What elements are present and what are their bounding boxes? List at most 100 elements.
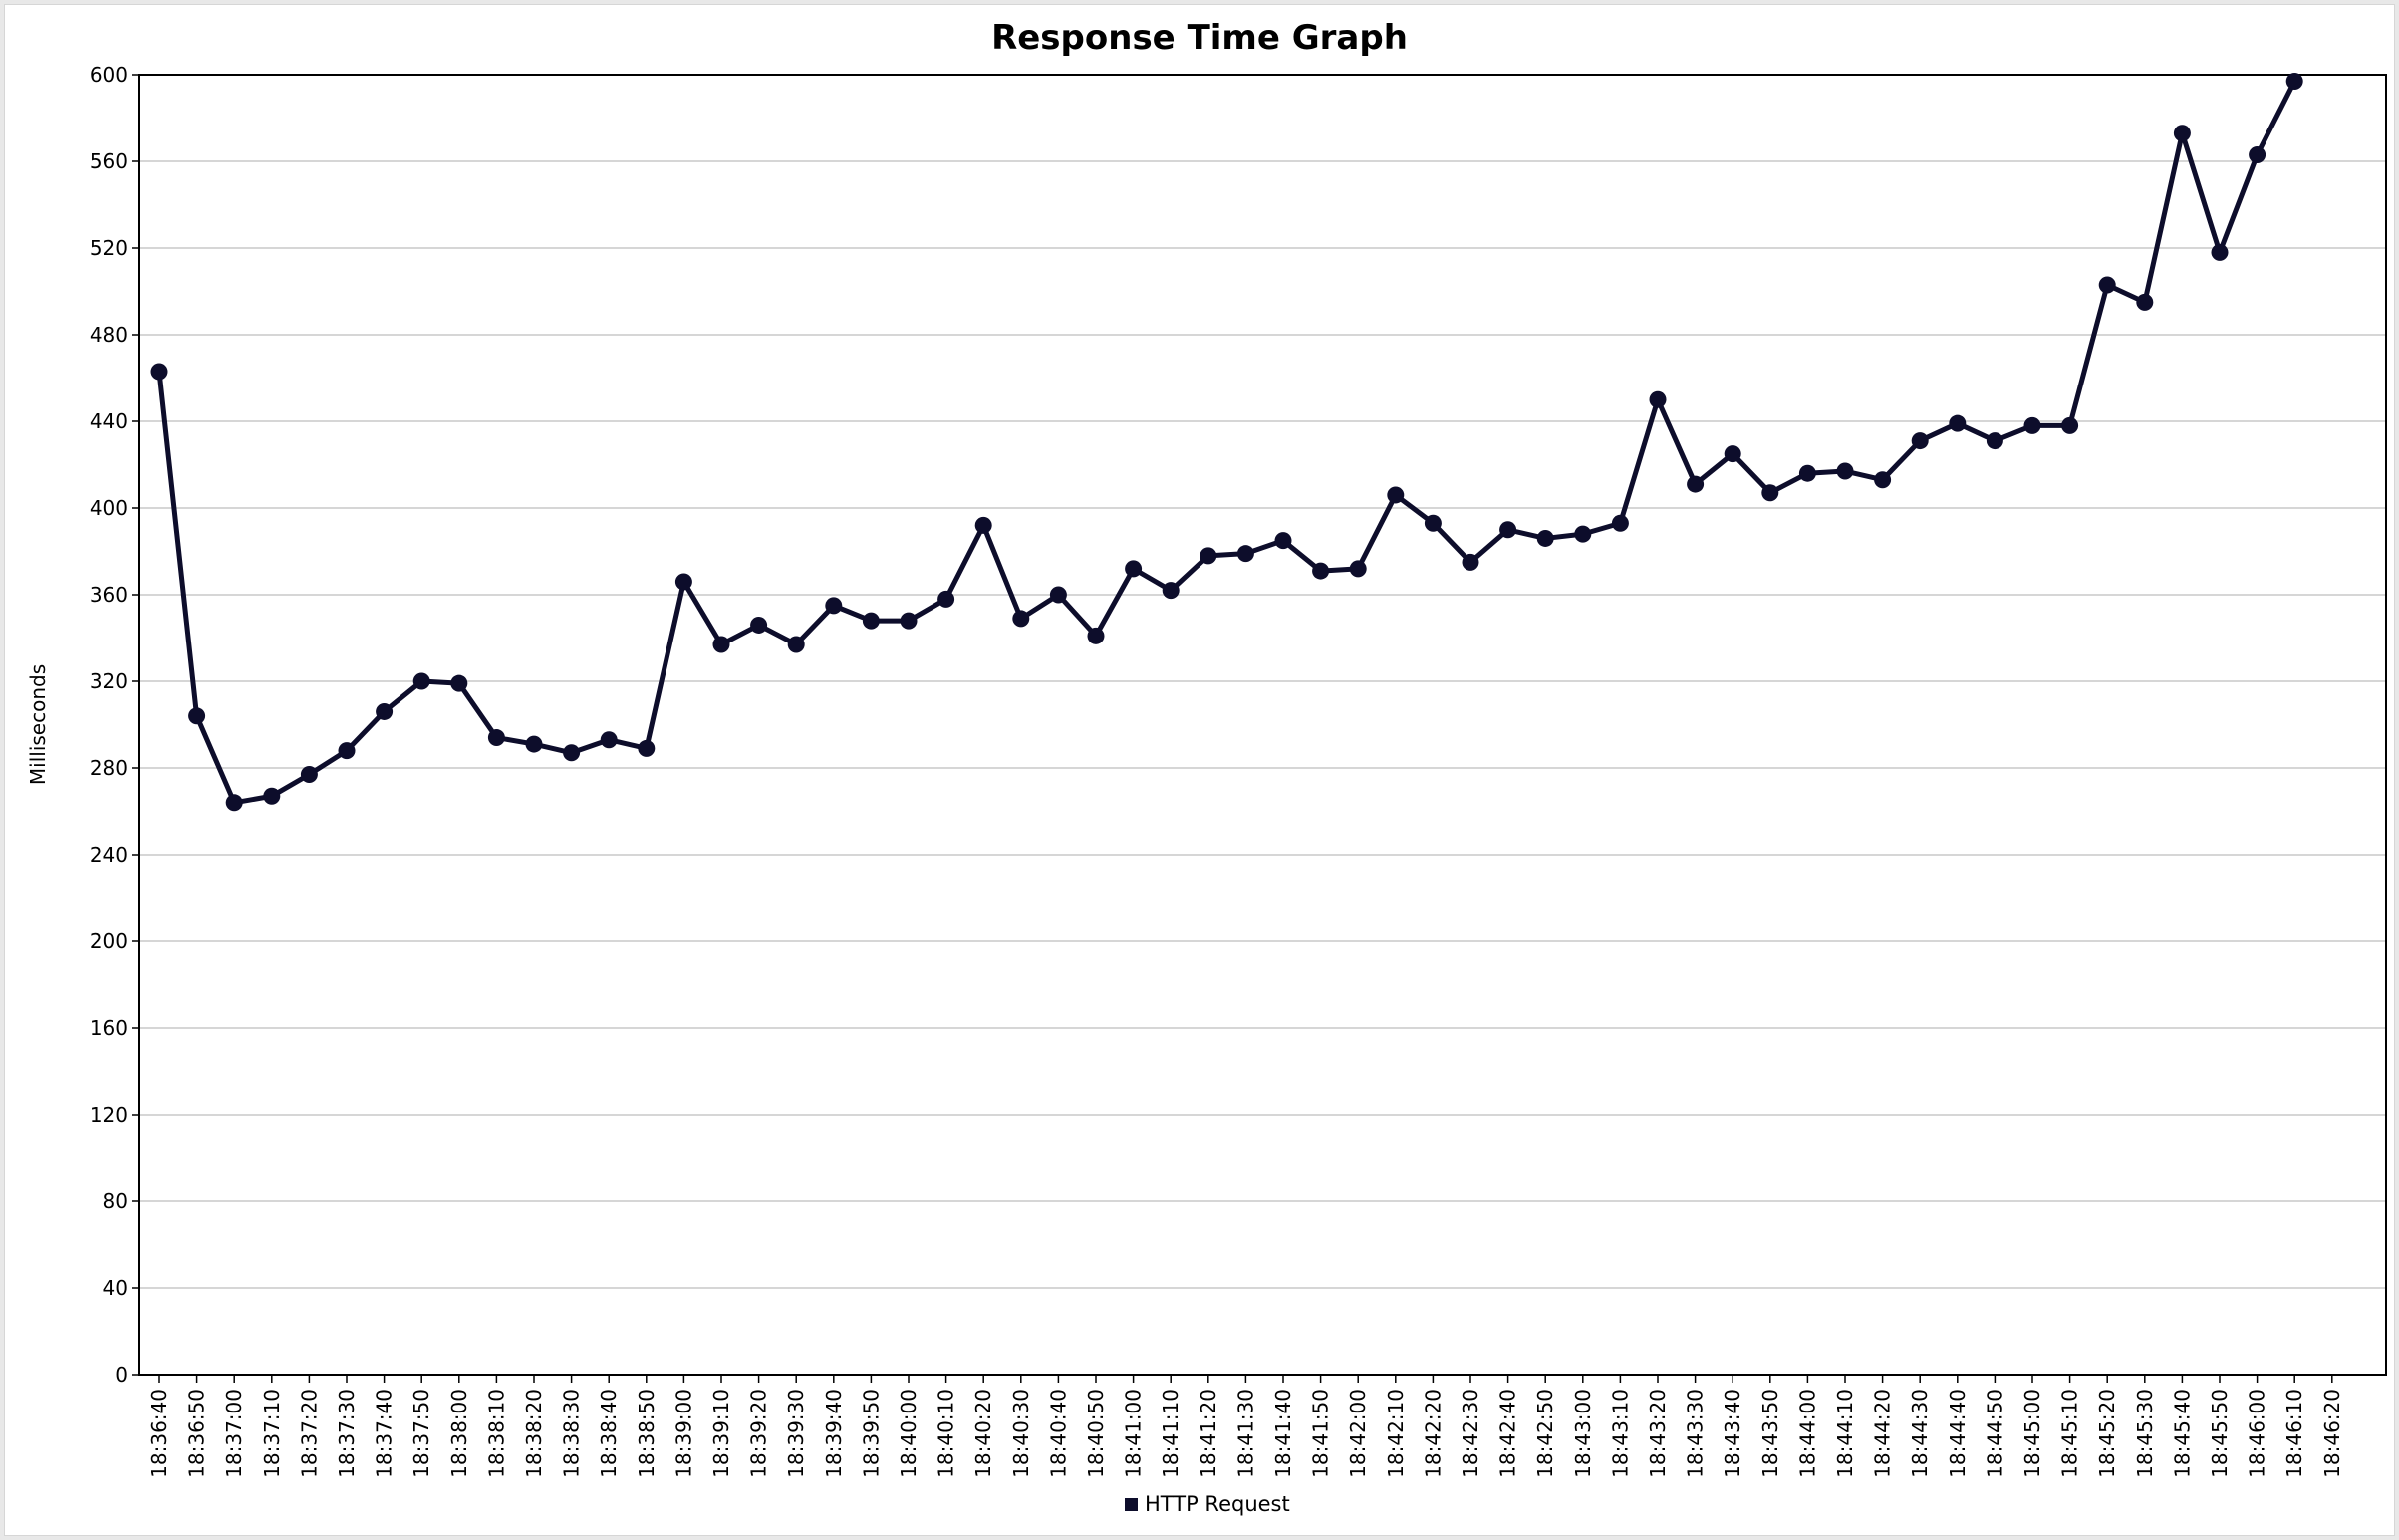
data-point xyxy=(712,636,730,653)
data-point xyxy=(638,739,656,757)
data-point xyxy=(1125,560,1143,578)
x-tick-label: 18:43:40 xyxy=(1721,1389,1744,1478)
x-tick-label: 18:36:40 xyxy=(147,1389,171,1478)
data-point xyxy=(2061,416,2079,434)
x-tick-label: 18:44:10 xyxy=(1833,1389,1857,1478)
x-tick-label: 18:39:30 xyxy=(784,1389,808,1478)
data-point xyxy=(300,766,318,784)
data-point xyxy=(1611,514,1629,532)
data-point xyxy=(525,735,543,753)
x-tick-label: 18:45:20 xyxy=(2095,1389,2119,1478)
data-point xyxy=(150,363,168,381)
x-tick-label: 18:37:20 xyxy=(297,1389,321,1478)
y-tick-label: 200 xyxy=(90,929,128,953)
y-tick-label: 360 xyxy=(90,583,128,607)
y-tick-label: 240 xyxy=(90,843,128,867)
x-tick-label: 18:37:40 xyxy=(373,1389,397,1478)
y-tick-label: 480 xyxy=(90,323,128,347)
x-tick-label: 18:41:50 xyxy=(1309,1389,1333,1478)
x-tick-label: 18:38:50 xyxy=(635,1389,659,1478)
x-tick-label: 18:43:30 xyxy=(1684,1389,1708,1478)
y-tick-label: 600 xyxy=(90,63,128,87)
data-point xyxy=(450,674,468,692)
data-point xyxy=(1836,462,1854,480)
x-tick-label: 18:37:00 xyxy=(222,1389,246,1478)
y-axis: 0 40 80 120 160 200 240 280 320 360 400 440 480 520 56… xyxy=(90,63,139,1387)
data-point xyxy=(1049,586,1067,604)
x-tick-label: 18:40:40 xyxy=(1046,1389,1070,1478)
x-tick-label: 18:39:20 xyxy=(747,1389,771,1478)
x-tick-label: 18:45:00 xyxy=(2020,1389,2044,1478)
x-tick-label: 18:36:50 xyxy=(185,1389,209,1478)
data-point xyxy=(1986,432,2003,450)
data-point xyxy=(1687,475,1705,493)
data-point xyxy=(825,597,843,615)
data-point xyxy=(188,707,206,725)
plot-area xyxy=(138,74,2387,1376)
data-point xyxy=(1087,627,1105,644)
data-point xyxy=(674,573,692,591)
x-tick-label: 18:38:00 xyxy=(447,1389,471,1478)
series-layer xyxy=(150,73,2303,812)
data-point xyxy=(750,616,768,634)
chart-frame: Response Time Graph 0 40 80 120 160 200 240 280… xyxy=(4,4,2395,1536)
data-point xyxy=(1200,547,1217,565)
x-tick-label: 18:44:50 xyxy=(1983,1389,2006,1478)
y-tick-label: 400 xyxy=(90,496,128,520)
data-point xyxy=(376,702,394,720)
x-tick-label: 18:38:40 xyxy=(597,1389,621,1478)
y-tick-label: 80 xyxy=(103,1189,128,1213)
data-point xyxy=(1312,562,1330,580)
x-tick-label: 18:41:30 xyxy=(1233,1389,1257,1478)
data-point xyxy=(1387,486,1405,504)
y-axis-label: Milliseconds xyxy=(26,664,50,785)
x-tick-label: 18:38:20 xyxy=(522,1389,546,1478)
x-tick-label: 18:45:10 xyxy=(2058,1389,2082,1478)
data-point xyxy=(1274,532,1292,550)
x-tick-label: 18:39:40 xyxy=(822,1389,846,1478)
data-point xyxy=(2023,416,2041,434)
data-point xyxy=(1724,445,1741,463)
data-point xyxy=(1798,464,1816,482)
x-tick-label: 18:44:40 xyxy=(1946,1389,1970,1478)
legend-swatch xyxy=(1125,1498,1138,1511)
data-point xyxy=(1949,414,1967,432)
x-tick-label: 18:39:10 xyxy=(709,1389,733,1478)
y-tick-label: 40 xyxy=(103,1276,128,1300)
x-axis: 18:36:40 18:36:50 18:37:00 18:37:10 18:37:20… xyxy=(147,1375,2344,1478)
data-point xyxy=(1499,521,1517,539)
data-point xyxy=(787,636,805,653)
data-point xyxy=(600,731,618,749)
data-point xyxy=(1874,471,1892,489)
data-point xyxy=(263,787,281,805)
y-tick-label: 440 xyxy=(90,409,128,433)
data-point xyxy=(937,590,955,608)
x-tick-label: 18:39:00 xyxy=(671,1389,695,1478)
data-point xyxy=(1649,390,1667,408)
data-point xyxy=(1536,529,1554,547)
data-point xyxy=(225,794,243,812)
x-tick-label: 18:41:40 xyxy=(1271,1389,1295,1478)
x-tick-label: 18:43:50 xyxy=(1758,1389,1782,1478)
x-tick-label: 18:46:20 xyxy=(2320,1389,2344,1478)
y-tick-label: 120 xyxy=(90,1103,128,1127)
x-tick-label: 18:40:30 xyxy=(1009,1389,1033,1478)
legend-label: HTTP Request xyxy=(1145,1492,1290,1516)
data-point xyxy=(2098,276,2116,294)
x-tick-label: 18:44:20 xyxy=(1871,1389,1895,1478)
x-tick-label: 18:40:00 xyxy=(897,1389,921,1478)
legend: HTTP Request xyxy=(1125,1492,1290,1516)
data-point xyxy=(2285,73,2303,91)
x-tick-label: 18:37:10 xyxy=(260,1389,284,1478)
y-tick-label: 320 xyxy=(90,669,128,693)
x-tick-label: 18:39:50 xyxy=(859,1389,883,1478)
y-tick-label: 160 xyxy=(90,1016,128,1040)
x-tick-label: 18:43:10 xyxy=(1608,1389,1632,1478)
data-point xyxy=(1462,553,1479,571)
data-point xyxy=(900,612,918,630)
data-point xyxy=(563,744,581,762)
x-tick-label: 18:41:20 xyxy=(1197,1389,1220,1478)
x-tick-label: 18:40:10 xyxy=(934,1389,958,1478)
data-point xyxy=(1911,432,1929,450)
x-tick-label: 18:37:50 xyxy=(409,1389,433,1478)
